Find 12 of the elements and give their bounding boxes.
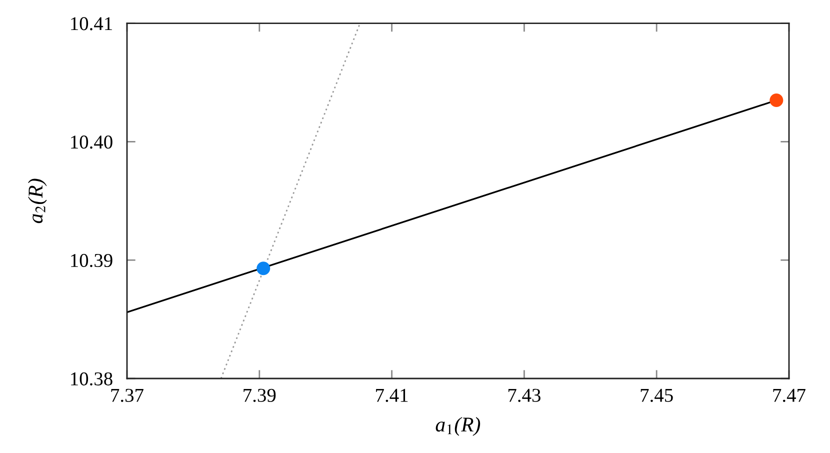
y-tick-label: 10.38 xyxy=(71,372,112,386)
y-tick-label: 10.40 xyxy=(71,136,112,149)
x-tick-label: 7.45 xyxy=(640,388,673,402)
x-tick-label: 7.41 xyxy=(376,388,408,402)
x-tick-label: 7.47 xyxy=(773,388,806,402)
x-tick-label: 7.43 xyxy=(508,388,540,402)
x-axis-title: a$_{1}$(R) xyxy=(436,416,480,436)
x-tick-label: 7.37 xyxy=(111,388,144,402)
x-tick-label: 7.39 xyxy=(244,388,276,402)
y-tick-label: 10.39 xyxy=(71,254,112,268)
y-axis-title: a$_{2}$(R) xyxy=(28,178,47,224)
y-tick-label: 10.41 xyxy=(71,17,112,30)
